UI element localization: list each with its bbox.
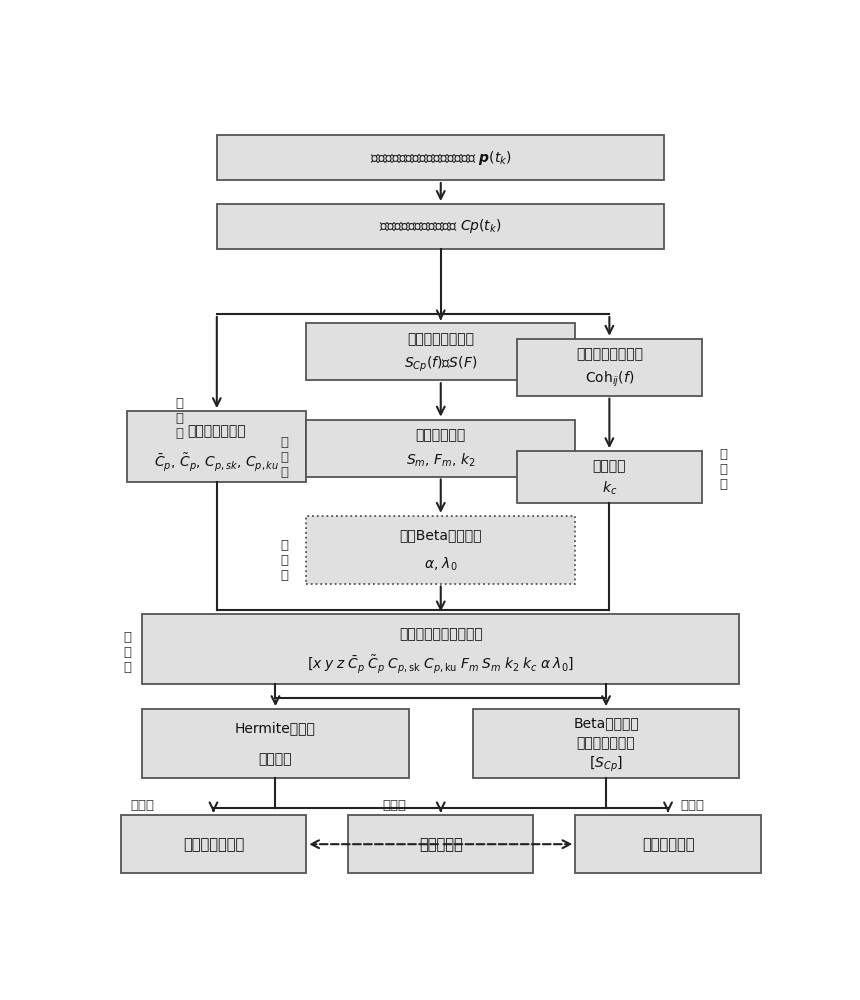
Text: 步
骤
五: 步 骤 五	[124, 631, 132, 674]
Text: $S_m$, $F_m$, $k_2$: $S_m$, $F_m$, $k_2$	[406, 452, 476, 469]
FancyBboxPatch shape	[306, 420, 575, 477]
Text: 步骤六: 步骤六	[382, 799, 406, 812]
Text: Beta函数重构: Beta函数重构	[573, 716, 639, 730]
Text: $\mathrm{Coh}_{ij}(f)$: $\mathrm{Coh}_{ij}(f)$	[585, 370, 634, 389]
Text: 步
骤
二: 步 骤 二	[280, 436, 288, 479]
Text: $\alpha$, $\lambda_0$: $\alpha$, $\lambda_0$	[424, 556, 458, 573]
Text: 风压系数自功率谱: 风压系数自功率谱	[408, 332, 474, 346]
Text: $\bar{C}_p$, $\tilde{C}_p$, $C_{p,sk}$, $C_{p,ku}$: $\bar{C}_p$, $\tilde{C}_p$, $C_{p,sk}$, …	[154, 451, 280, 473]
Text: $k_c$: $k_c$	[602, 480, 617, 497]
Text: 步
骤
三: 步 骤 三	[719, 448, 728, 491]
Text: 风荷载互谱矩阵: 风荷载互谱矩阵	[577, 737, 636, 751]
Text: 风压系数统计矩: 风压系数统计矩	[187, 424, 246, 438]
Text: 风压场重构: 风压场重构	[419, 837, 463, 852]
FancyBboxPatch shape	[517, 339, 702, 396]
FancyBboxPatch shape	[348, 815, 533, 873]
Text: 基于Beta函数建模: 基于Beta函数建模	[400, 528, 482, 542]
Text: 风洞测压试验获得的风压时程数据 $\boldsymbol{p}(t_k)$: 风洞测压试验获得的风压时程数据 $\boldsymbol{p}(t_k)$	[370, 149, 512, 167]
Text: 风压系数相干函数: 风压系数相干函数	[576, 348, 643, 362]
Text: 步
骤
一: 步 骤 一	[175, 397, 183, 440]
FancyBboxPatch shape	[306, 516, 575, 584]
Text: 自功率谱参数: 自功率谱参数	[415, 428, 466, 442]
FancyBboxPatch shape	[142, 614, 740, 684]
Text: $[x\; y\; z\; \bar{C}_p\; \tilde{C}_p\; C_{p,\mathrm{sk}}\; C_{p,\mathrm{ku}}\; : $[x\; y\; z\; \bar{C}_p\; \tilde{C}_p\; …	[307, 653, 574, 675]
FancyBboxPatch shape	[127, 411, 306, 482]
Text: 步骤七: 步骤七	[130, 799, 154, 812]
Text: 步
骤
四: 步 骤 四	[280, 539, 288, 582]
FancyBboxPatch shape	[218, 135, 664, 180]
FancyBboxPatch shape	[142, 709, 408, 778]
Text: 步骤八: 步骤八	[680, 799, 704, 812]
FancyBboxPatch shape	[517, 451, 702, 503]
Text: 非高斯风压场压缩数据: 非高斯风压场压缩数据	[399, 627, 482, 641]
Text: 转换函数: 转换函数	[259, 752, 292, 766]
FancyBboxPatch shape	[575, 815, 760, 873]
FancyBboxPatch shape	[306, 323, 575, 380]
Text: 极值风荷载估计: 极值风荷载估计	[183, 837, 244, 852]
FancyBboxPatch shape	[473, 709, 740, 778]
Text: 风振响应计算: 风振响应计算	[642, 837, 694, 852]
Text: 无量纲风压系数时程数据 $\mathit{Cp}(t_k)$: 无量纲风压系数时程数据 $\mathit{Cp}(t_k)$	[379, 217, 502, 235]
Text: $[S_{Cp}]$: $[S_{Cp}]$	[589, 755, 623, 774]
Text: $S_{Cp}(f)$，$S(F)$: $S_{Cp}(f)$，$S(F)$	[404, 355, 477, 374]
FancyBboxPatch shape	[218, 204, 664, 249]
FancyBboxPatch shape	[120, 815, 306, 873]
Text: Hermite非高斯: Hermite非高斯	[235, 721, 316, 735]
Text: 相干指数: 相干指数	[593, 459, 626, 473]
